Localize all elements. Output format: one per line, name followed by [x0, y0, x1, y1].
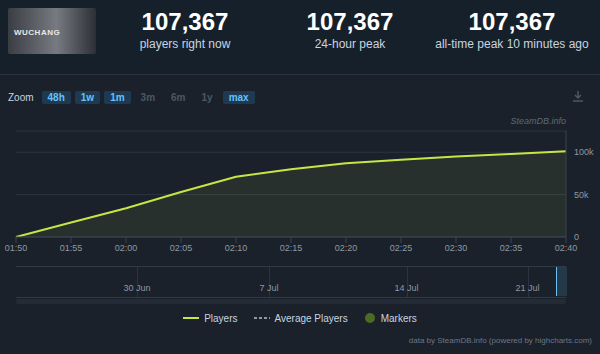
html-text:Zoom: Zoom	[8, 91, 34, 103]
html-text:players right now: players right now	[139, 37, 231, 51]
html-text:1w: 1w	[80, 91, 95, 103]
svg-text:02:05: 02:05	[170, 243, 193, 253]
html-text:21 Jul: 21 Jul	[515, 283, 540, 293]
svg-text:01:55: 01:55	[60, 243, 83, 253]
html-text:24-hour peak: 24-hour peak	[314, 37, 386, 51]
html-text:Markers: Markers	[380, 312, 417, 324]
svg-text:02:00: 02:00	[115, 243, 138, 253]
html-text:Players: Players	[204, 312, 238, 324]
html-text:6m: 6m	[171, 91, 186, 103]
svg-text:02:10: 02:10	[225, 243, 248, 253]
svg-text:50k: 50k	[574, 190, 589, 200]
html-text:107,367: 107,367	[468, 8, 556, 35]
svg-text:02:15: 02:15	[280, 243, 303, 253]
html-text:Average Players: Average Players	[274, 312, 348, 324]
html-text:3m: 3m	[140, 91, 155, 103]
html-text:7 Jul: 7 Jul	[259, 283, 279, 293]
svg-text:100k: 100k	[574, 147, 594, 157]
svg-text:01:50: 01:50	[5, 243, 28, 253]
html-text:max: max	[228, 91, 249, 103]
html-text:48h: 48h	[47, 91, 65, 103]
html-text:1m: 1m	[110, 91, 125, 103]
svg-text:02:40: 02:40	[555, 243, 578, 253]
html-text:107,367: 107,367	[306, 8, 394, 35]
svg-text:02:25: 02:25	[390, 243, 413, 253]
html-text:1y: 1y	[201, 91, 213, 103]
svg-text:02:20: 02:20	[335, 243, 358, 253]
html-text:all-time peak 10 minutes ago: all-time peak 10 minutes ago	[435, 37, 589, 51]
svg-text:02:35: 02:35	[500, 243, 523, 253]
svg-text:02:30: 02:30	[445, 243, 468, 253]
html-text:30 Jun: 30 Jun	[123, 283, 151, 293]
html-text:WUCHANG: WUCHANG	[14, 28, 61, 37]
html-text:14 Jul: 14 Jul	[394, 283, 419, 293]
html-text:107,367: 107,367	[141, 8, 229, 35]
svg-text:0: 0	[574, 232, 579, 242]
html-text:SteamDB.info: SteamDB.info	[510, 116, 566, 126]
html-text:data by SteamDB.info (powered: data by SteamDB.info (powered by highcha…	[408, 336, 592, 345]
